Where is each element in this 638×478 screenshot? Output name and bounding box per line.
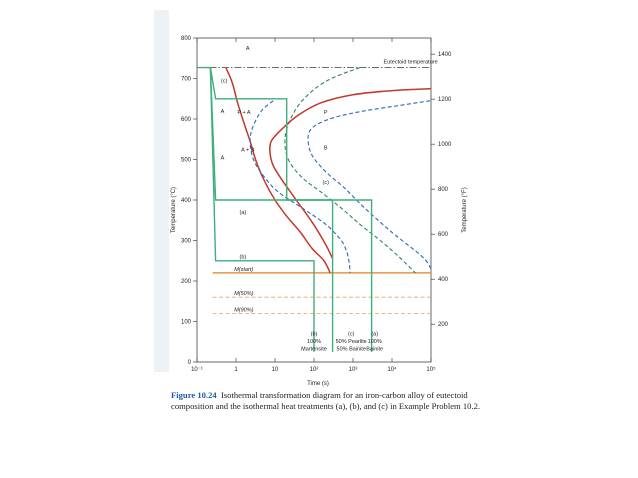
y-tick-label-left: 400 — [181, 198, 192, 204]
reference-lines — [197, 67, 431, 314]
transformation-curve — [225, 67, 331, 274]
y-tick-label-left: 800 — [181, 36, 192, 42]
x-tick-label: 10⁻¹ — [191, 367, 203, 373]
phase-label: B — [324, 145, 328, 151]
x-tick-label: 10⁵ — [426, 366, 436, 373]
reference-line-label: M(50%) — [234, 291, 253, 297]
y-tick-label-left: 600 — [181, 117, 192, 123]
y-tick-label-left: 200 — [181, 279, 192, 285]
phase-label: A — [221, 109, 225, 115]
phase-label: (a) — [240, 210, 247, 216]
caption-text: Isothermal transformation diagram for an… — [171, 390, 481, 411]
product-annotation: 100% — [307, 339, 321, 345]
product-annotation: 50% Pearlite — [336, 339, 367, 345]
x-tick-label: 10² — [310, 367, 319, 373]
phase-label: P — [324, 110, 328, 116]
product-annotation: (b) — [311, 331, 318, 337]
figure-number: Figure 10.24 — [171, 390, 217, 400]
reference-line-label: M(start) — [234, 267, 253, 273]
reference-line-label: M(90%) — [234, 307, 253, 313]
product-annotation: 50% Bainite — [337, 346, 366, 352]
phase-label: A — [246, 46, 250, 52]
heat-treatment-path — [209, 67, 315, 352]
y-tick-label-right: 400 — [438, 277, 449, 283]
transformation-curve — [269, 87, 432, 260]
figure-caption: Figure 10.24 Isothermal transformation d… — [171, 390, 489, 412]
transformation-curve — [249, 100, 351, 273]
y-axis-label-right: Temperature (°F) — [462, 187, 468, 232]
phase-label: (c) — [221, 79, 228, 85]
annotation-layer: Eutectoid temperature M(start) M(50%) M(90%… — [221, 46, 438, 352]
y-tick-label-right: 1000 — [438, 142, 452, 148]
phase-label: (b) — [240, 255, 247, 261]
y-axis-label-left: Temperature (°C) — [171, 187, 177, 233]
phase-label: A + B — [241, 147, 255, 153]
product-annotation: (c) — [348, 331, 355, 337]
transformation-curve — [284, 67, 416, 274]
heat-treatment-path — [197, 66, 373, 352]
y-tick-label-right: 200 — [438, 322, 449, 328]
y-tick-label-right: 1200 — [438, 97, 452, 103]
product-annotation: 100% — [368, 339, 382, 345]
transformation-curve — [307, 100, 432, 270]
product-annotation: Martensite — [301, 346, 327, 352]
y-tick-label-right: 600 — [438, 232, 449, 238]
x-axis-label: Time (s) — [307, 381, 329, 387]
phase-label: (c) — [323, 180, 330, 186]
reference-line-label: Eutectoid temperature — [384, 60, 438, 66]
product-annotation: Bainite — [366, 346, 383, 352]
y-tick-label-right: 800 — [438, 187, 449, 193]
heat-treatment-path — [209, 67, 334, 352]
phase-label: P + A — [237, 110, 251, 116]
axes-layer: 0 100 200 300 400 500 600 700 800 200 400 600 800 100… — [181, 36, 452, 373]
y-tick-label-left: 100 — [181, 320, 192, 326]
y-tick-label-right: 1400 — [438, 52, 452, 58]
y-tick-label-left: 300 — [181, 239, 192, 245]
treatment-path-layer — [197, 66, 373, 352]
y-tick-label-left: 500 — [181, 158, 192, 164]
x-tick-label: 1 — [234, 367, 238, 373]
y-tick-label-left: 0 — [188, 360, 192, 366]
x-tick-label: 10⁴ — [387, 366, 397, 373]
y-tick-label-left: 700 — [181, 77, 192, 83]
phase-label: A — [221, 156, 225, 162]
x-tick-label: 10³ — [349, 367, 358, 373]
x-tick-label: 10 — [272, 367, 279, 373]
product-annotation: (a) — [371, 331, 378, 337]
curve-layer — [225, 67, 432, 274]
page-gutter — [154, 10, 169, 372]
